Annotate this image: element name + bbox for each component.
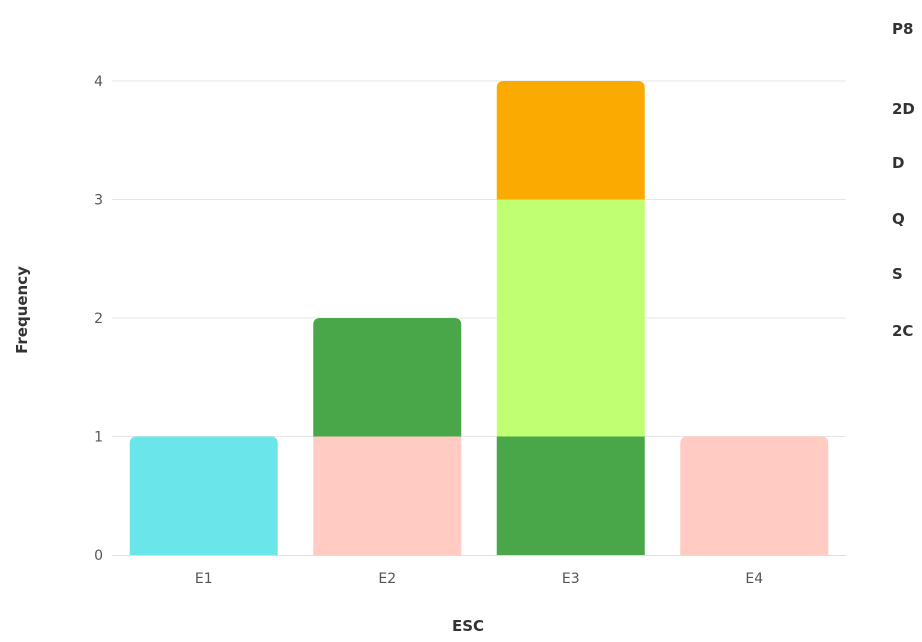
x-tick-label: E2 [378,571,396,587]
legend-item-2d[interactable]: 2D [892,100,915,118]
y-tick-label: 0 [94,548,103,564]
bar-e3-q [496,436,645,555]
y-tick-label: 2 [94,311,103,327]
bar-e1-2d [129,436,278,555]
bar-e2-q [313,318,462,437]
x-tick-label: E3 [562,571,580,587]
legend-item-p8[interactable]: P8 [892,20,913,38]
legend-item-s[interactable]: S [892,265,903,283]
bar-e4-d [680,436,829,555]
x-axis-title: ESC [452,617,484,635]
y-tick-label: 3 [94,193,103,209]
legend-item-2c[interactable]: 2C [892,322,913,340]
legend-item-d[interactable]: D [892,154,904,172]
y-axis-ticks: 0 1 2 3 4 [94,74,103,564]
x-tick-label: E1 [195,571,213,587]
y-tick-label: 1 [94,430,103,446]
x-tick-label: E4 [745,571,763,587]
grid-lines [112,80,846,437]
x-axis-ticks: E1 E2 E3 E4 [195,571,763,587]
bar-e2-d [313,436,462,555]
y-tick-label: 4 [94,74,103,90]
bar-e3-s [496,199,645,437]
bar-e3-2c [496,81,645,200]
bars [129,81,829,555]
y-axis-title: Frequency [13,266,31,354]
legend-item-q[interactable]: Q [892,210,905,228]
legend: P8 2D D Q S 2C [892,20,915,340]
